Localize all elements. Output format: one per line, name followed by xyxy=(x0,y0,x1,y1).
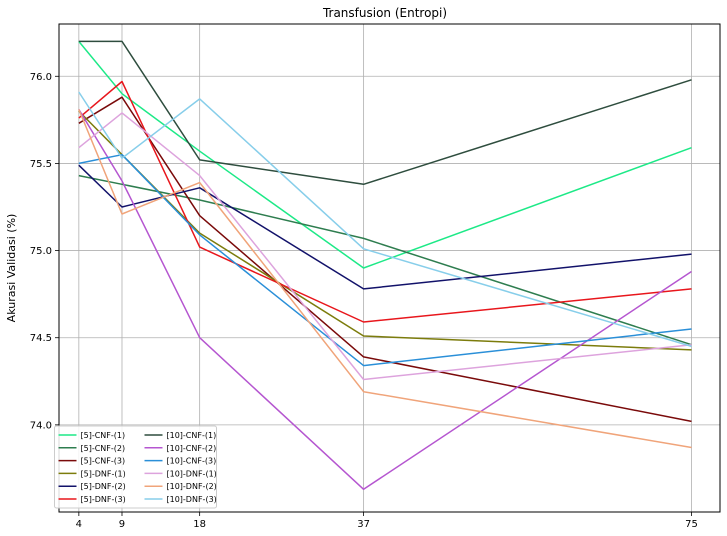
series-line-5-dnf-2 xyxy=(78,164,692,290)
plot-frame xyxy=(58,23,721,513)
series-line-5-cnf-1 xyxy=(78,40,692,269)
y-tick-label: 74.5 xyxy=(30,333,52,344)
y-tick-label: 75.5 xyxy=(30,159,52,170)
y-tick-label: 75.0 xyxy=(30,246,52,257)
x-tick-label: 75 xyxy=(685,519,698,530)
x-tick-label: 4 xyxy=(76,519,82,530)
x-tick-label: 9 xyxy=(119,519,125,530)
series-line-10-cnf-3 xyxy=(78,153,692,367)
y-tick-label: 76.0 xyxy=(30,72,52,83)
y-tick-label: 74.0 xyxy=(30,420,52,431)
axis-ticks: 4 9 18 37 75 74.0 74.5 75.0 75.5 76.0 xyxy=(30,72,698,530)
series-line-10-dnf-1 xyxy=(78,112,692,381)
legend-label: [10]-CNF-(3) xyxy=(167,457,217,466)
legend-label: [5]-CNF-(1) xyxy=(81,431,126,440)
legend-label: [10]-DNF-(1) xyxy=(167,469,217,478)
series-line-10-dnf-2 xyxy=(78,109,692,449)
series-line-10-cnf-1 xyxy=(78,40,692,186)
chart-title: Transfusion (Entropi) xyxy=(322,6,447,20)
grid-lines xyxy=(59,24,720,512)
series-line-5-cnf-2 xyxy=(78,174,692,346)
legend-label: [5]-CNF-(2) xyxy=(81,444,126,453)
legend-label: [5]-DNF-(2) xyxy=(81,482,126,491)
series-lines xyxy=(78,40,692,491)
x-tick-label: 37 xyxy=(357,519,370,530)
legend-label: [5]-DNF-(1) xyxy=(81,469,126,478)
legend-label: [5]-DNF-(3) xyxy=(81,495,126,504)
y-axis-title: Akurasi Validasi (%) xyxy=(5,214,18,323)
legend: [5]-CNF-(1) [5]-CNF-(2) [5]-CNF-(3) [5]-DNF… xyxy=(54,425,217,509)
series-line-10-dnf-3 xyxy=(78,91,692,348)
legend-label: [10]-CNF-(2) xyxy=(167,444,217,453)
legend-label: [5]-CNF-(3) xyxy=(81,457,126,466)
x-tick-label: 18 xyxy=(193,519,206,530)
legend-label: [10]-DNF-(2) xyxy=(167,482,217,491)
legend-box xyxy=(54,425,217,509)
series-line-5-dnf-3 xyxy=(78,80,692,323)
legend-label: [10]-DNF-(3) xyxy=(167,495,217,504)
series-line-5-dnf-1 xyxy=(78,110,692,351)
series-line-5-cnf-3 xyxy=(78,96,692,423)
legend-label: [10]-CNF-(1) xyxy=(167,431,217,440)
